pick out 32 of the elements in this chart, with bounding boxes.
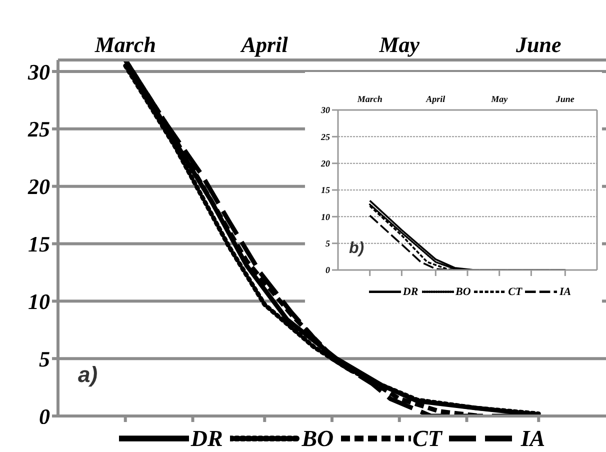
legend-label: DR xyxy=(402,286,418,298)
annotation: b) xyxy=(349,240,364,258)
y-tick-label: 0 xyxy=(39,404,50,429)
y-tick-label: 10 xyxy=(28,288,50,314)
y-tick-label: 15 xyxy=(321,185,330,196)
y-tick-label: 30 xyxy=(320,105,330,116)
x-tick-label: April xyxy=(239,32,289,57)
x-tick-label: April xyxy=(425,94,446,104)
y-tick-label: 10 xyxy=(321,212,330,222)
y-tick-label: 5 xyxy=(326,238,330,249)
legend-label: BO xyxy=(302,426,334,450)
x-tick-label: May xyxy=(378,32,420,57)
y-tick-label: 0 xyxy=(326,265,330,276)
y-tick-label: 20 xyxy=(320,158,330,169)
x-tick-label: March xyxy=(94,32,156,57)
x-tick-label: May xyxy=(490,94,509,104)
legend-label: IA xyxy=(520,426,546,450)
y-tick-label: 5 xyxy=(39,346,50,372)
legend-label: CT xyxy=(412,426,442,450)
y-tick-label: 25 xyxy=(320,132,330,142)
y-tick-label: 15 xyxy=(28,232,50,257)
legend-label: BO xyxy=(456,286,471,298)
y-tick-label: 25 xyxy=(27,116,50,142)
x-tick-label: June xyxy=(554,94,574,104)
legend-label: IA xyxy=(559,286,572,298)
x-tick-label: June xyxy=(515,32,562,57)
y-tick-label: 30 xyxy=(27,59,50,84)
legend-label: CT xyxy=(508,286,522,298)
x-tick-label: March xyxy=(356,94,382,104)
annotation: a) xyxy=(78,362,98,388)
y-tick-label: 20 xyxy=(27,174,50,200)
legend-label: DR xyxy=(190,426,223,450)
